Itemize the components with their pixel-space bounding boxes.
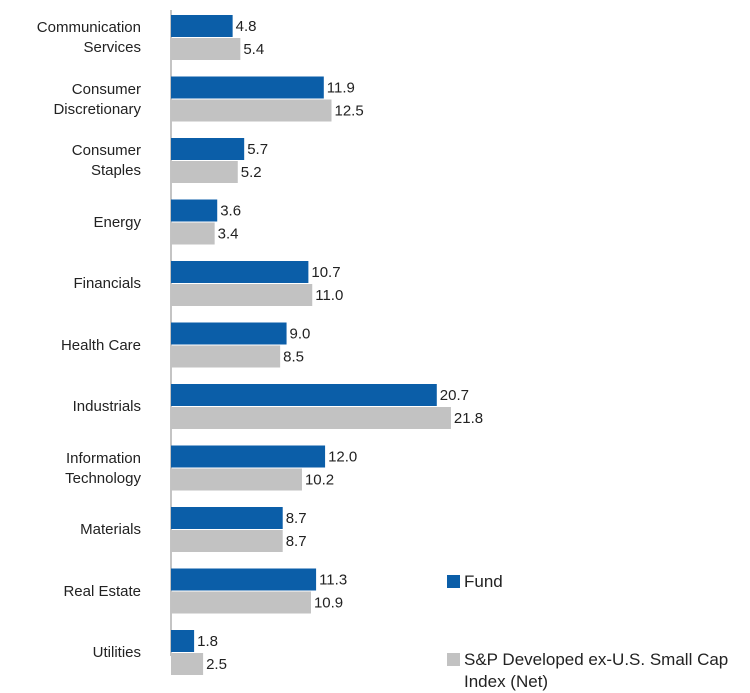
value-label: 1.8 bbox=[197, 633, 218, 650]
bar bbox=[171, 161, 238, 183]
value-label: 11.3 bbox=[319, 571, 347, 588]
legend-label: Fund bbox=[464, 572, 503, 591]
category-label: Information Technology bbox=[65, 449, 141, 487]
bar bbox=[171, 530, 283, 552]
value-label: 10.9 bbox=[314, 594, 343, 611]
bar bbox=[171, 591, 311, 614]
value-label: 5.7 bbox=[247, 141, 268, 158]
bar bbox=[171, 507, 283, 529]
bar bbox=[171, 445, 326, 468]
bar bbox=[171, 468, 302, 491]
value-label: 20.7 bbox=[440, 387, 469, 404]
value-label: 3.6 bbox=[220, 202, 241, 219]
bar bbox=[171, 384, 437, 406]
category-label: Health Care bbox=[60, 336, 141, 354]
bar bbox=[171, 222, 215, 245]
category-label: Communication Services bbox=[36, 19, 141, 56]
bar bbox=[171, 630, 195, 652]
bar bbox=[171, 568, 317, 591]
value-label: 12.5 bbox=[335, 102, 364, 119]
bar bbox=[171, 199, 218, 222]
bar bbox=[171, 407, 451, 429]
value-label: 10.2 bbox=[305, 471, 334, 488]
value-label: 10.7 bbox=[311, 264, 340, 281]
legend-label: S&P Developed ex-U.S. Small Cap Index (N… bbox=[464, 650, 729, 691]
bar bbox=[171, 261, 309, 283]
value-label: 9.0 bbox=[290, 325, 311, 342]
bar bbox=[171, 284, 313, 306]
value-label: 11.0 bbox=[315, 287, 343, 304]
legend-swatch bbox=[447, 575, 460, 588]
bar bbox=[171, 15, 233, 37]
value-label: 8.5 bbox=[283, 348, 304, 365]
value-label: 12.0 bbox=[328, 448, 357, 465]
bar bbox=[171, 138, 245, 160]
value-label: 8.7 bbox=[286, 510, 307, 527]
category-label: Consumer Staples bbox=[71, 142, 141, 179]
value-label: 5.2 bbox=[241, 164, 262, 181]
legend-swatch bbox=[447, 653, 460, 666]
bar bbox=[171, 653, 204, 675]
bar bbox=[171, 99, 332, 122]
bar bbox=[171, 76, 324, 99]
value-label: 11.9 bbox=[327, 79, 355, 96]
category-label: Industrials bbox=[72, 398, 141, 415]
value-label: 8.7 bbox=[286, 533, 307, 550]
value-label: 3.4 bbox=[218, 225, 239, 242]
category-label: Materials bbox=[80, 521, 141, 538]
category-label: Real Estate bbox=[63, 582, 141, 600]
value-label: 5.4 bbox=[243, 41, 264, 58]
category-label: Utilities bbox=[92, 644, 141, 661]
bar bbox=[171, 38, 241, 60]
bar bbox=[171, 345, 281, 368]
category-label: Consumer Discretionary bbox=[53, 80, 141, 118]
value-label: 2.5 bbox=[206, 656, 227, 673]
value-label: 21.8 bbox=[454, 410, 483, 427]
category-label: Energy bbox=[93, 213, 141, 231]
category-label: Financials bbox=[73, 275, 141, 292]
bar bbox=[171, 322, 287, 345]
value-label: 4.8 bbox=[236, 18, 257, 35]
